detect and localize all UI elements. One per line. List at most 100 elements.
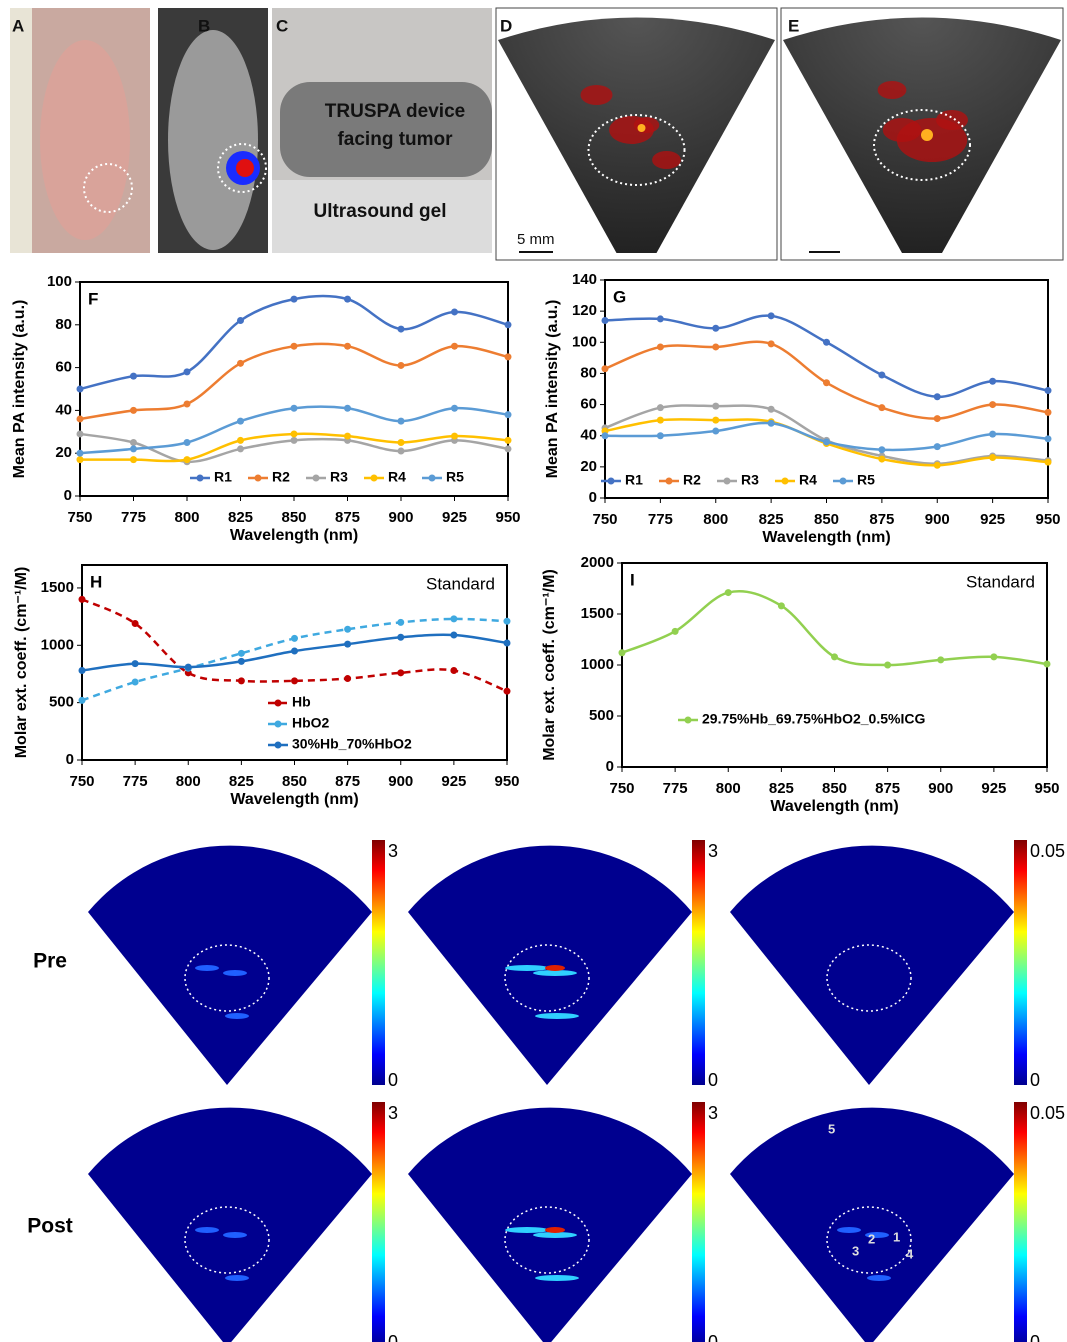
point [450,615,457,622]
map-signal [505,1227,549,1233]
y-tick-label: 1000 [41,636,74,653]
point [237,437,244,444]
legend-marker [197,475,204,482]
y-tick-label: 100 [572,333,597,350]
figure: TRUSPA device facing tumor Ultrasound ge… [0,0,1067,1342]
panel-label: F [88,289,98,308]
map-fan [730,846,1014,1085]
map-signal [505,965,549,971]
x-axis-label: Wavelength (nm) [762,529,890,546]
point [130,407,137,414]
point [77,456,84,463]
panel-label: D [500,16,512,35]
x-tick-label: 925 [442,509,467,526]
x-tick-label: 950 [1034,780,1059,797]
colorbar-min: 0 [708,1332,718,1342]
point [344,675,351,682]
point [451,405,458,412]
point [238,650,245,657]
legend-label: 30%Hb_70%HbO2 [292,736,412,752]
legend-label: R4 [799,472,817,488]
point [185,664,192,671]
y-tick-label: 0 [64,487,72,504]
point [712,428,719,435]
y-tick-label: 500 [49,694,74,711]
point [505,411,512,418]
point [291,343,298,350]
plot-frame [605,280,1048,498]
colorbar [372,840,385,1085]
point [672,628,679,635]
map-label: Hb [340,1325,364,1342]
point [344,343,351,350]
point [1044,660,1051,667]
map-label: ICG [974,1063,1006,1083]
point [602,365,609,372]
point [344,626,351,633]
plot-frame [622,563,1047,767]
maps: 30JHb30KHbO₂0.050LICG30MHb30NHbO₂0.050OI… [27,840,1065,1342]
legend-marker [371,475,378,482]
x-tick-label: 800 [176,773,201,790]
colorbar-max: 3 [388,841,398,861]
point [237,317,244,324]
legend-label: Hb [292,694,311,710]
point [344,296,351,303]
colorbar-min: 0 [388,1332,398,1342]
point [238,658,245,665]
region-label: 5 [828,1121,835,1136]
pa-signal [634,117,660,133]
point [602,432,609,439]
row-label: Pre [33,950,67,973]
point [398,326,405,333]
point [291,635,298,642]
charts: 020406080100750775800825850875900925950W… [11,271,1060,815]
point [397,619,404,626]
point [77,415,84,422]
pa-signal [581,85,613,105]
point [291,648,298,655]
legend-label: R5 [446,469,464,485]
y-tick-label: 40 [55,401,72,418]
map-label: Hb [340,1063,364,1083]
x-axis-label: Wavelength (nm) [230,527,358,544]
point [77,450,84,457]
x-tick-label: 925 [441,773,466,790]
point [504,688,511,695]
y-tick-label: 0 [589,489,597,506]
point [768,312,775,319]
point [291,430,298,437]
map-label: ICG [974,1325,1006,1342]
point [130,439,137,446]
map-signal [195,1227,219,1233]
region-label: 3 [852,1243,859,1258]
legend-marker [275,700,282,707]
y-tick-label: 60 [55,359,72,376]
map-signal [225,1013,249,1019]
x-tick-label: 750 [67,509,92,526]
point [184,456,191,463]
point [291,296,298,303]
series-line [80,296,508,389]
y-tick-label: 0 [66,751,74,768]
series-line [82,619,507,700]
point [184,439,191,446]
panel-label: G [613,287,626,306]
point [989,431,996,438]
point [504,618,511,625]
point [130,456,137,463]
point [504,640,511,647]
legend-label: R1 [214,469,232,485]
map-hotspot [545,965,565,971]
map-signal [223,970,247,976]
annotation: Standard [426,574,495,593]
pa-hotspot [638,124,646,132]
point [1045,459,1052,466]
point [291,405,298,412]
ultrasound-panels [496,8,1063,260]
point [1045,409,1052,416]
point [823,339,830,346]
scale-label: 5 mm [517,231,555,248]
point [132,660,139,667]
point [237,445,244,452]
